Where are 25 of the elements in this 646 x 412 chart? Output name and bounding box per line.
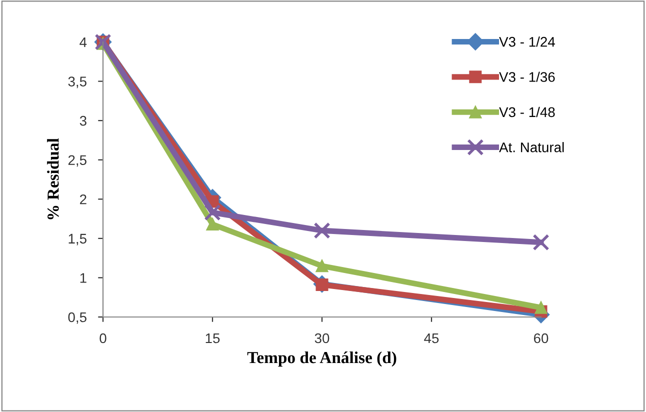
x-tick-label: 45 (424, 333, 439, 344)
y-tick-label: 3 (80, 116, 86, 126)
y-tick-label: 4 (80, 37, 87, 48)
point (314, 222, 330, 239)
x-tick-label: 30 (314, 333, 330, 344)
x-tick-label: 0 (100, 333, 106, 344)
y-tick-label: 2 (80, 194, 86, 204)
point (534, 301, 548, 314)
legend-label: V3 - 1/48 (499, 106, 555, 118)
y-tick-label: 1 (80, 273, 86, 283)
y-tick-label: 2,5 (68, 155, 86, 167)
x-tick-label: 60 (534, 333, 548, 344)
x-axis-title: Tempo de Análise (d) (247, 351, 396, 367)
legend-label: V3 - 1/36 (499, 72, 555, 82)
point (204, 204, 221, 221)
point (206, 218, 219, 231)
legend-label: At. Natural (499, 142, 564, 152)
point (532, 234, 550, 251)
x-tick-label: 15 (206, 333, 220, 344)
legend-label: V3 - 1/24 (499, 36, 555, 47)
point (316, 260, 328, 272)
y-tick-label: 3,5 (68, 76, 86, 88)
y-tick-label: 1,5 (68, 234, 86, 246)
y-tick-label: 0,5 (68, 312, 86, 324)
y-axis-title: % Residual (47, 138, 59, 220)
